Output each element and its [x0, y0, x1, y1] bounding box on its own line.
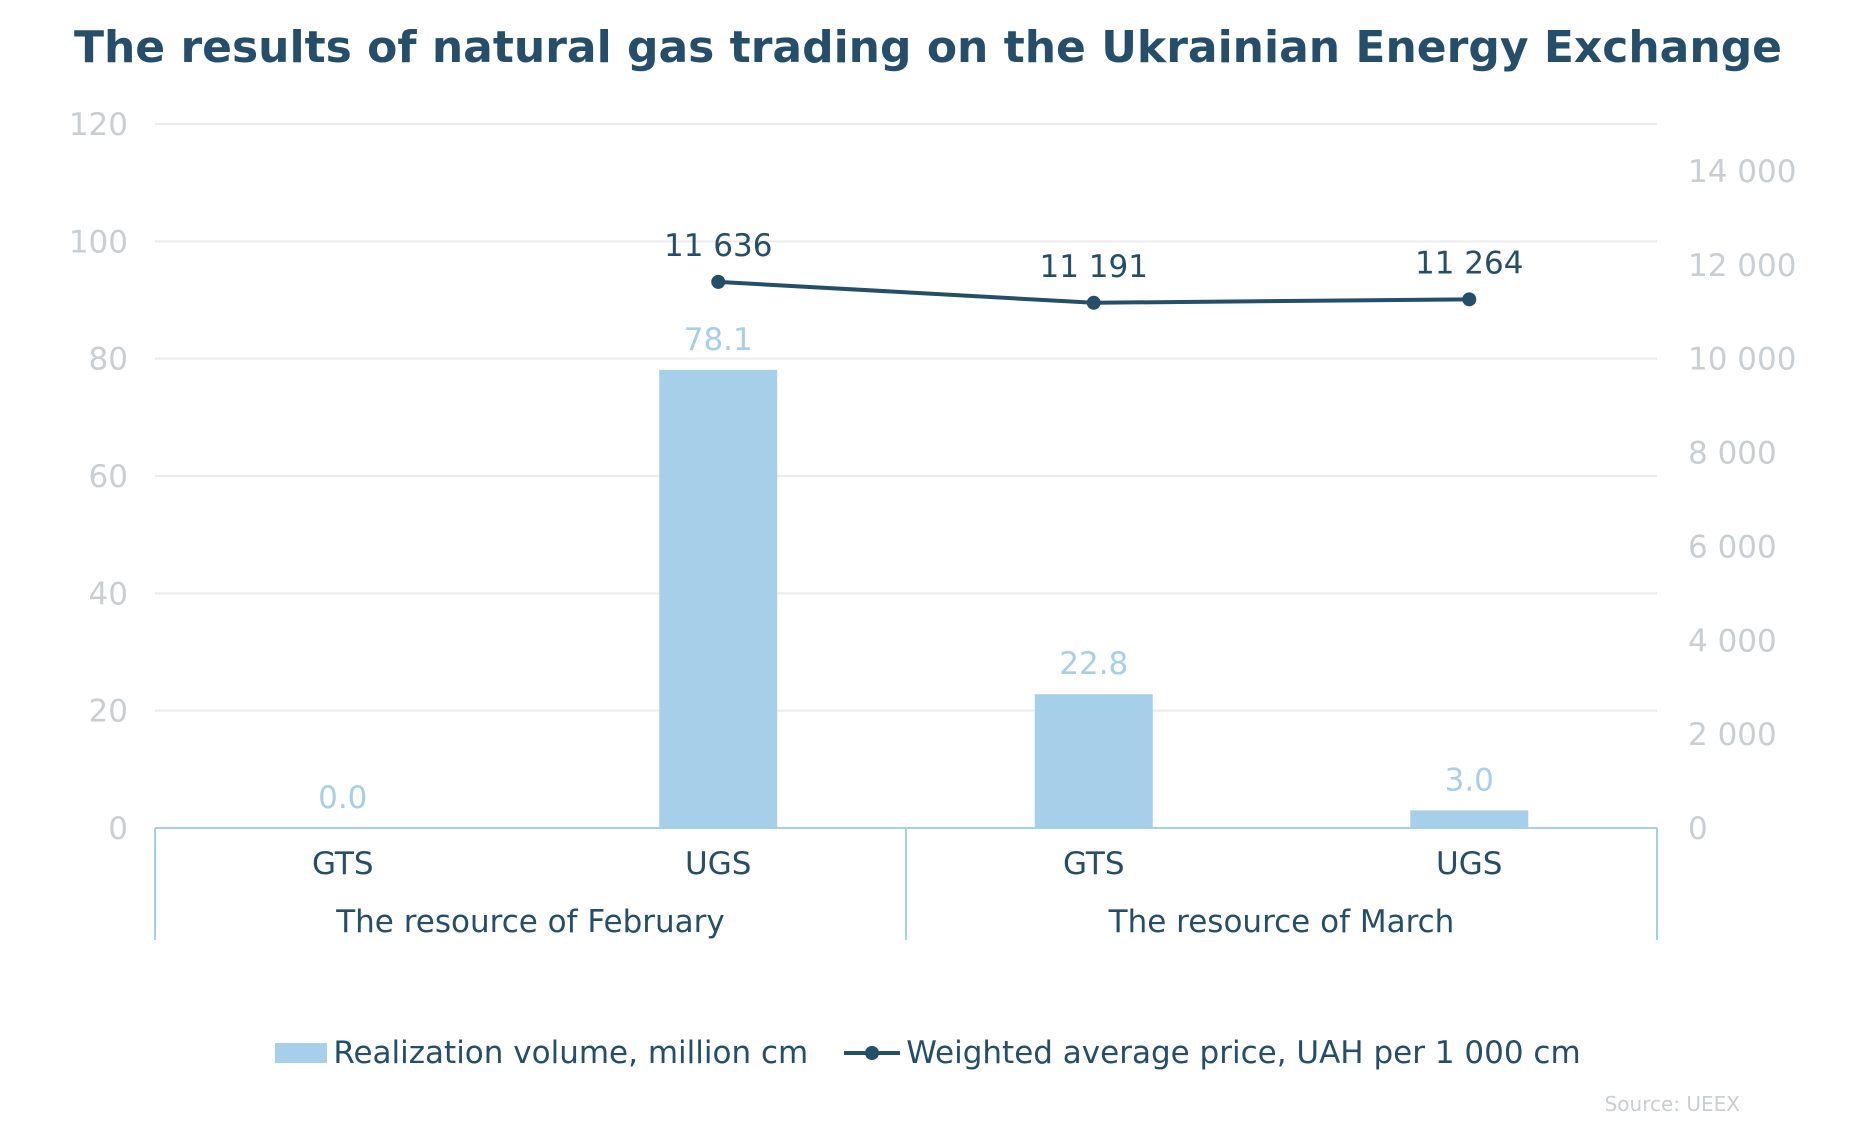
legend-item-price: Weighted average price, UAH per 1 000 cm [844, 1035, 1581, 1071]
price-data-label: 11 264 [1415, 245, 1523, 281]
y-left-tick-label: 20 [89, 694, 128, 730]
y-left-tick-label: 80 [89, 342, 128, 378]
y-right-tick-label: 2 000 [1688, 717, 1777, 753]
legend-bar-swatch [275, 1043, 328, 1063]
x-tick-label: GTS [312, 846, 374, 882]
bar [1410, 810, 1529, 828]
price-data-label: 11 191 [1040, 249, 1148, 285]
y-left-tick-label: 120 [69, 107, 128, 143]
gridlines [155, 123, 1657, 712]
y-left-tick-label: 0 [108, 811, 128, 847]
group-label: The resource of March [1108, 904, 1455, 940]
y-right-tick-label: 0 [1688, 811, 1708, 847]
price-point [1086, 295, 1101, 310]
group-label: The resource of February [335, 904, 725, 940]
y-right-tick-label: 14 000 [1688, 154, 1796, 190]
bars [659, 369, 1529, 828]
legend-item-volume: Realization volume, million cm [275, 1035, 808, 1071]
y-left-tick-label: 100 [69, 224, 128, 260]
x-tick-label: UGS [1436, 846, 1502, 882]
bar [659, 369, 778, 828]
price-line [711, 274, 1477, 310]
y-left-tick-label: 40 [89, 576, 128, 612]
bar [1034, 694, 1153, 828]
labels: 0 20 40 60 80 100 120 0 2 000 4 000 6 000 8 000 10 0… [69, 107, 1797, 940]
legend-label-price: Weighted average price, UAH per 1 000 cm [906, 1035, 1581, 1071]
legend-label-volume: Realization volume, million cm [333, 1035, 809, 1071]
category-axis [154, 827, 1658, 940]
y-right-tick-label: 8 000 [1688, 436, 1777, 472]
y-left-tick-label: 60 [89, 459, 128, 495]
chart-title: The results of natural gas trading on th… [73, 22, 1783, 73]
y-right-tick-label: 4 000 [1688, 623, 1777, 659]
bar-data-label: 3.0 [1445, 762, 1494, 798]
price-data-label: 11 636 [664, 228, 772, 264]
y-right-tick-label: 10 000 [1688, 342, 1796, 378]
x-tick-label: UGS [685, 846, 751, 882]
source-note: Source: UEEX [1604, 1092, 1740, 1116]
bar-data-label: 22.8 [1059, 646, 1128, 682]
price-point [711, 274, 726, 289]
legend: Realization volume, million cm Weighted … [0, 1035, 1856, 1071]
y-right-tick-label: 6 000 [1688, 529, 1777, 565]
price-point [1462, 292, 1477, 307]
y-right-tick-label: 12 000 [1688, 248, 1796, 284]
bar-data-label: 78.1 [684, 322, 753, 358]
x-tick-label: GTS [1063, 846, 1125, 882]
bar-data-label: 0.0 [318, 780, 367, 816]
legend-line-swatch [844, 1043, 901, 1063]
